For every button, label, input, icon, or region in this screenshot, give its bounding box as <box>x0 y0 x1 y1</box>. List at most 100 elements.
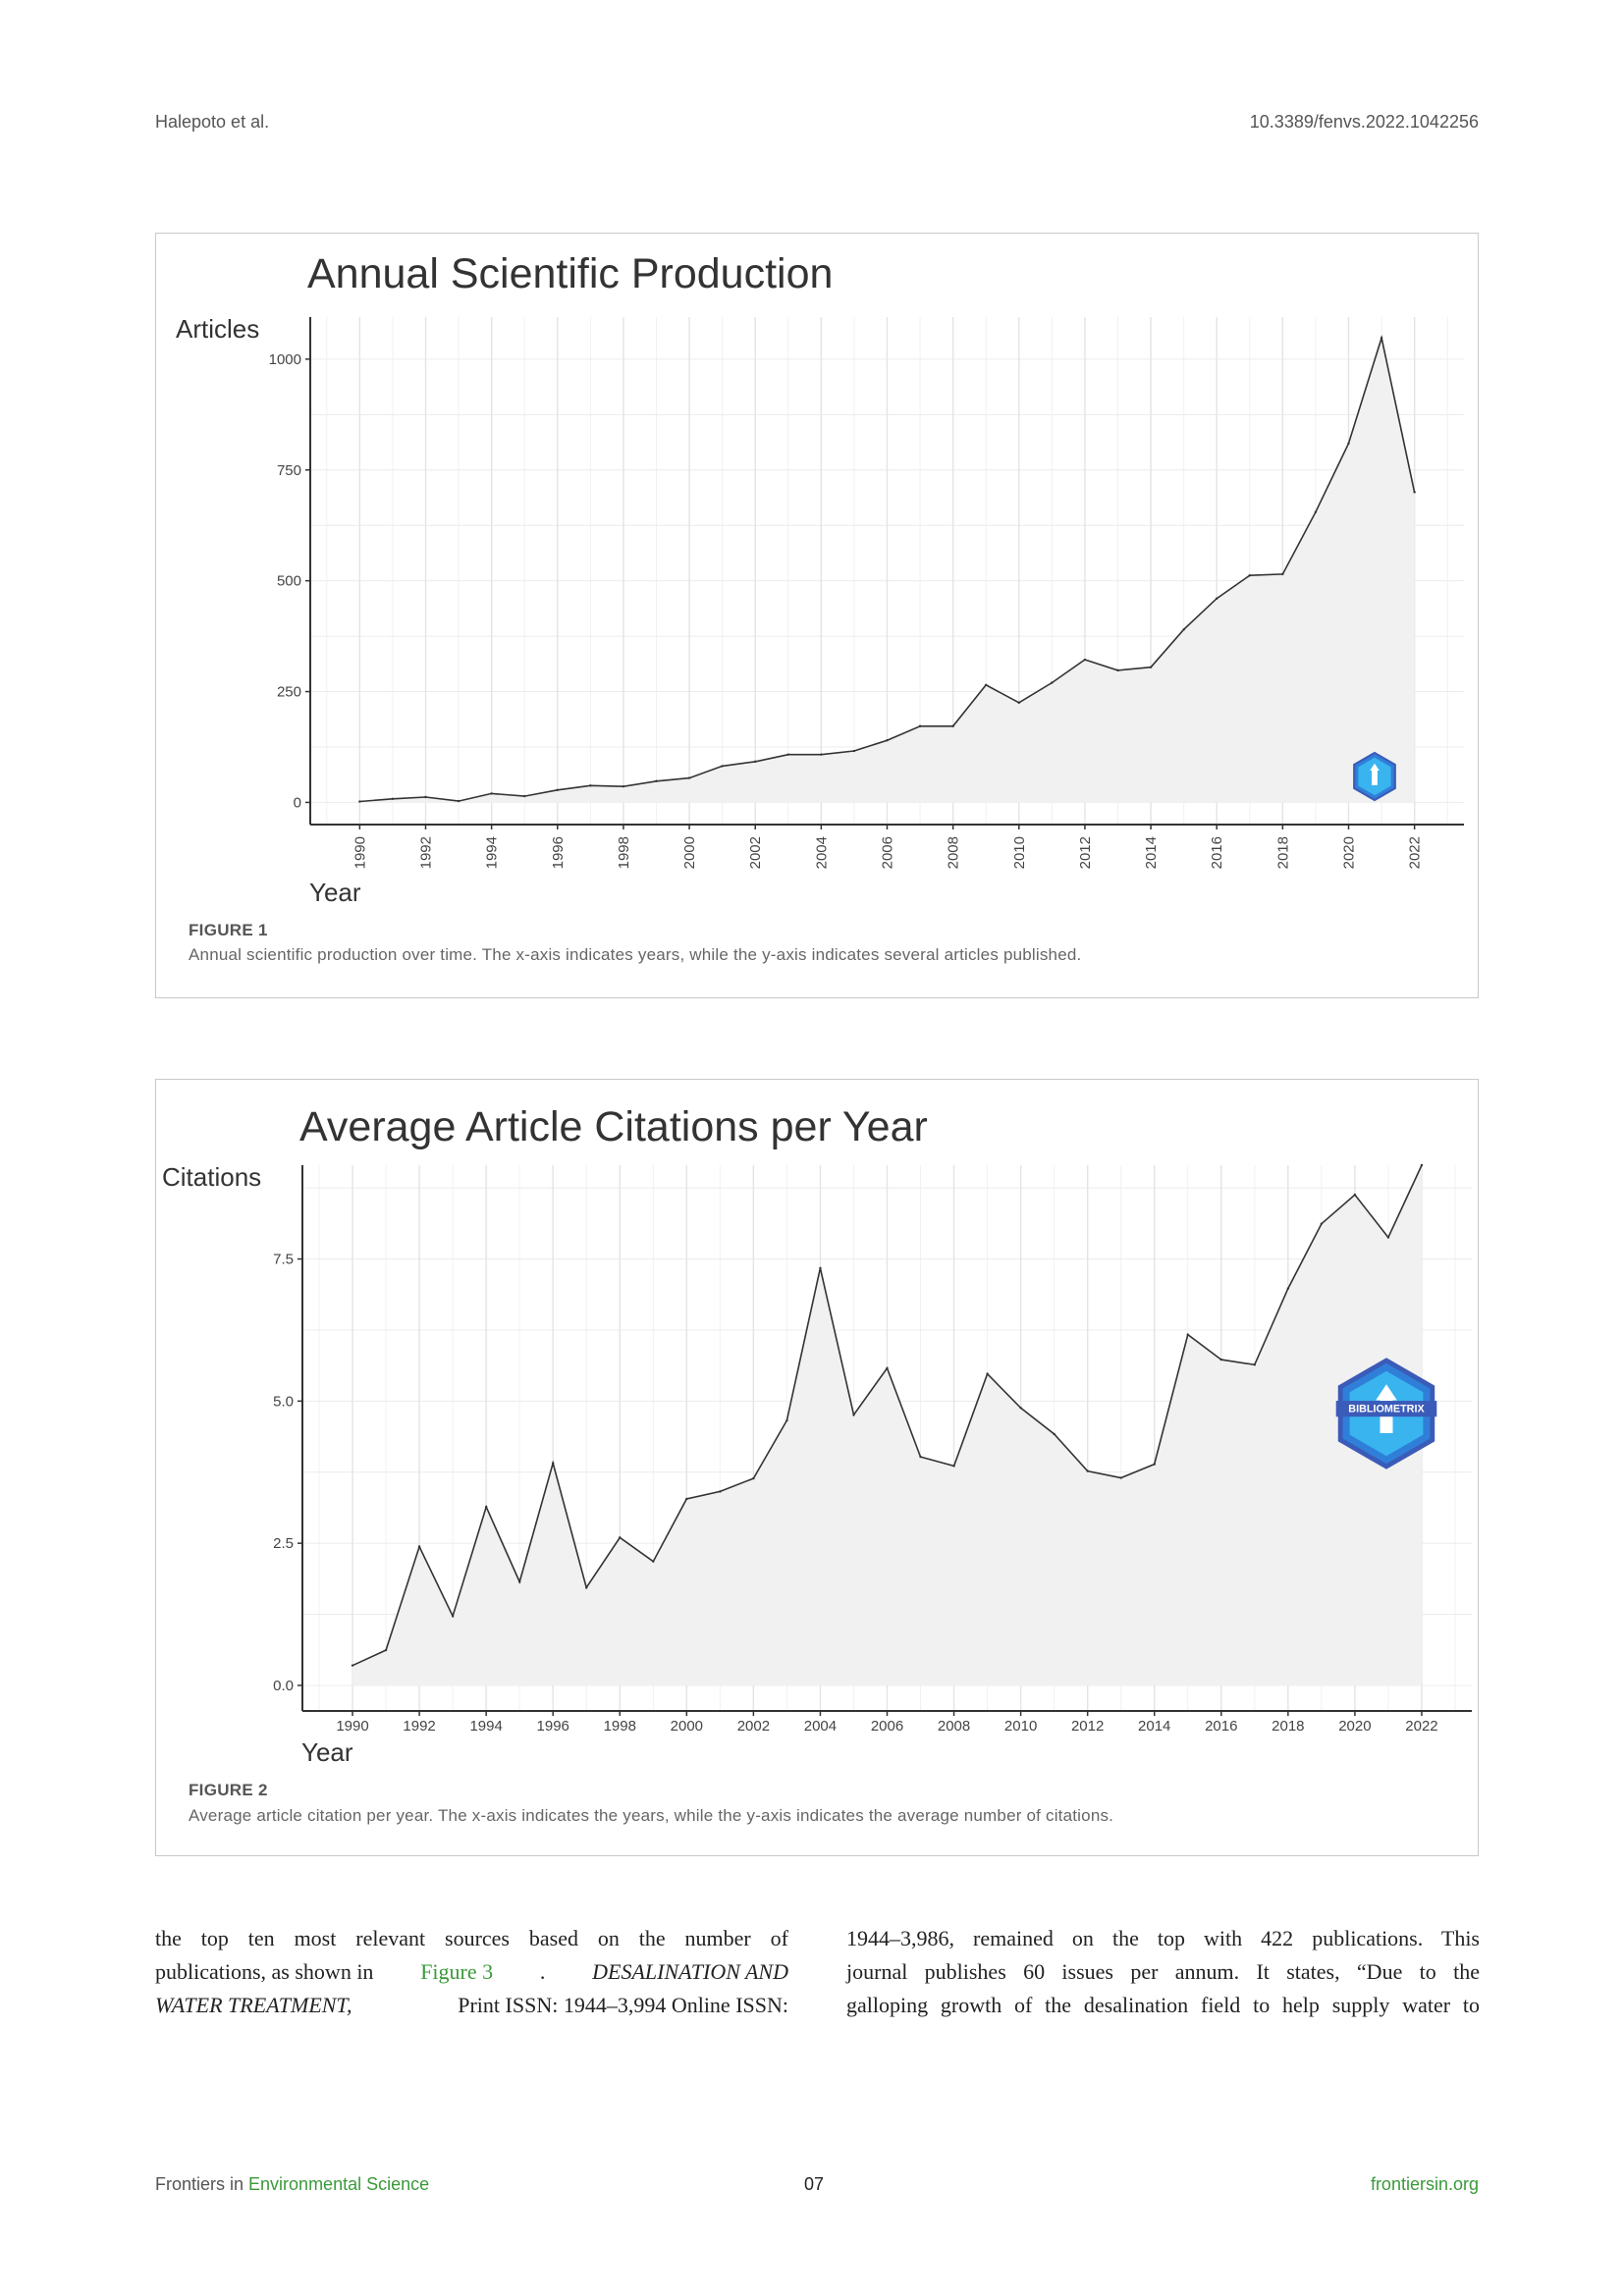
x-axis-label: Year <box>301 1737 353 1767</box>
y-tick-label: 0.0 <box>273 1678 294 1694</box>
x-tick-label: 2000 <box>681 836 698 869</box>
data-point <box>819 1266 822 1270</box>
data-point <box>384 1648 388 1652</box>
running-header-authors: Halepoto et al. <box>155 112 270 132</box>
figure-2-label: FIGURE 2 <box>189 1781 268 1799</box>
data-point <box>424 795 427 799</box>
x-tick-label: 1998 <box>604 1718 636 1735</box>
data-point <box>786 753 789 756</box>
data-point <box>1281 572 1284 576</box>
data-point <box>1253 1363 1257 1366</box>
area-fill <box>359 338 1415 803</box>
data-point <box>417 1545 421 1548</box>
area-fill <box>352 1165 1422 1685</box>
body-text-right-column: 1944–3,986, remained on the top with 422… <box>846 1922 1480 2022</box>
data-point <box>1353 1193 1357 1197</box>
figure-1-label: FIGURE 1 <box>189 921 268 939</box>
y-tick-label: 7.5 <box>273 1252 294 1268</box>
x-tick-label: 2008 <box>946 836 962 869</box>
x-tick-label: 2010 <box>1004 1718 1037 1735</box>
bibliometrix-logo: BIBLIOMETRIX <box>1335 1358 1437 1469</box>
logo-lighthouse-top <box>1376 1384 1397 1401</box>
data-point <box>1347 442 1350 445</box>
x-tick-label: 1996 <box>550 836 567 869</box>
data-point <box>351 1664 354 1667</box>
x-tick-label: 2014 <box>1138 1718 1170 1735</box>
data-point <box>1286 1287 1290 1290</box>
data-point <box>820 753 823 756</box>
body-text-left-column: the top ten most relevant sources based … <box>155 1922 788 2022</box>
data-point <box>1083 658 1087 662</box>
x-tick-label: 2000 <box>671 1718 703 1735</box>
data-point <box>652 1560 655 1563</box>
footer-journal-name[interactable]: Environmental Science <box>248 2174 430 2194</box>
data-point <box>552 1462 555 1465</box>
y-tick-label: 0 <box>294 794 301 811</box>
footer-journal: Frontiers in Environmental Science <box>155 2174 429 2195</box>
data-point <box>985 683 988 686</box>
journal-name-italic: DESALINATION AND <box>592 1959 788 1984</box>
x-tick-label: 1996 <box>537 1718 569 1735</box>
y-axis-label: Citations <box>162 1162 261 1192</box>
logo-lighthouse <box>1372 771 1378 785</box>
data-point <box>1116 668 1119 672</box>
annual-production-chart: 0 250 500 750 1000 1990 1992 1994 1996 1998 2000 20… <box>176 250 1464 907</box>
data-point <box>622 784 625 788</box>
data-point <box>952 1465 955 1468</box>
data-point <box>721 765 724 768</box>
data-point <box>1086 1469 1089 1472</box>
x-tick-label: 2018 <box>1274 836 1291 869</box>
data-point <box>490 792 493 795</box>
x-tick-label: 1992 <box>418 836 435 869</box>
data-point <box>589 784 592 787</box>
data-point <box>1386 1236 1390 1239</box>
data-point <box>451 1615 455 1618</box>
data-point <box>754 760 757 764</box>
x-tick-label: 2014 <box>1143 836 1160 869</box>
data-point <box>1019 1407 1022 1410</box>
chart-title: Average Article Citations per Year <box>299 1103 928 1150</box>
data-point <box>523 794 526 798</box>
body-line: galloping growth of the desalination fie… <box>846 1993 1480 2017</box>
data-point <box>852 1414 855 1416</box>
data-point <box>1182 628 1185 631</box>
bibliometrix-logo <box>1353 751 1396 802</box>
data-point <box>556 788 559 791</box>
data-point <box>1248 574 1251 577</box>
x-tick-label: 2022 <box>1407 836 1424 869</box>
data-point <box>719 1490 722 1493</box>
data-point <box>391 797 395 801</box>
x-tick-label: 2006 <box>880 836 896 869</box>
footer-page-number: 07 <box>804 2174 825 2194</box>
x-tick-label: 2012 <box>1077 836 1094 869</box>
data-point <box>886 1366 889 1369</box>
running-header-doi[interactable]: 10.3389/fenvs.2022.1042256 <box>1249 112 1479 132</box>
data-point <box>785 1418 788 1422</box>
y-tick-label: 750 <box>277 462 301 479</box>
data-point <box>886 739 889 742</box>
x-tick-label: 2002 <box>737 1718 770 1735</box>
x-tick-label: 2016 <box>1205 1718 1237 1735</box>
figure-3-link[interactable]: Figure 3 <box>420 1959 494 1984</box>
x-tick-label: 2020 <box>1338 1718 1371 1735</box>
footer-site-link[interactable]: frontiersin.org <box>1370 2174 1479 2194</box>
average-citations-chart: 0.0 2.5 5.0 7.5 1990 1992 1994 1996 1998 2000 2002… <box>162 1103 1472 1767</box>
data-point <box>585 1586 588 1589</box>
data-point <box>1314 510 1318 513</box>
body-line: 1944–3,986, remained on the top with 422… <box>846 1926 1480 1950</box>
logo-banner <box>1335 1401 1437 1417</box>
data-point <box>687 776 691 779</box>
x-tick-label: 1998 <box>616 836 632 869</box>
x-tick-label: 2022 <box>1405 1718 1437 1735</box>
data-point <box>1413 491 1416 494</box>
data-point <box>457 799 460 803</box>
data-point <box>986 1372 989 1375</box>
y-tick-label: 250 <box>277 684 301 701</box>
logo-lighthouse-top <box>1370 763 1380 771</box>
x-tick-label: 1990 <box>352 836 368 869</box>
data-point <box>1380 337 1383 340</box>
body-text-run: . <box>539 1959 546 1984</box>
data-point <box>1119 1476 1122 1479</box>
x-tick-label: 2006 <box>871 1718 903 1735</box>
body-line: publications, as shown in Figure 3 . DES… <box>155 1955 788 1989</box>
